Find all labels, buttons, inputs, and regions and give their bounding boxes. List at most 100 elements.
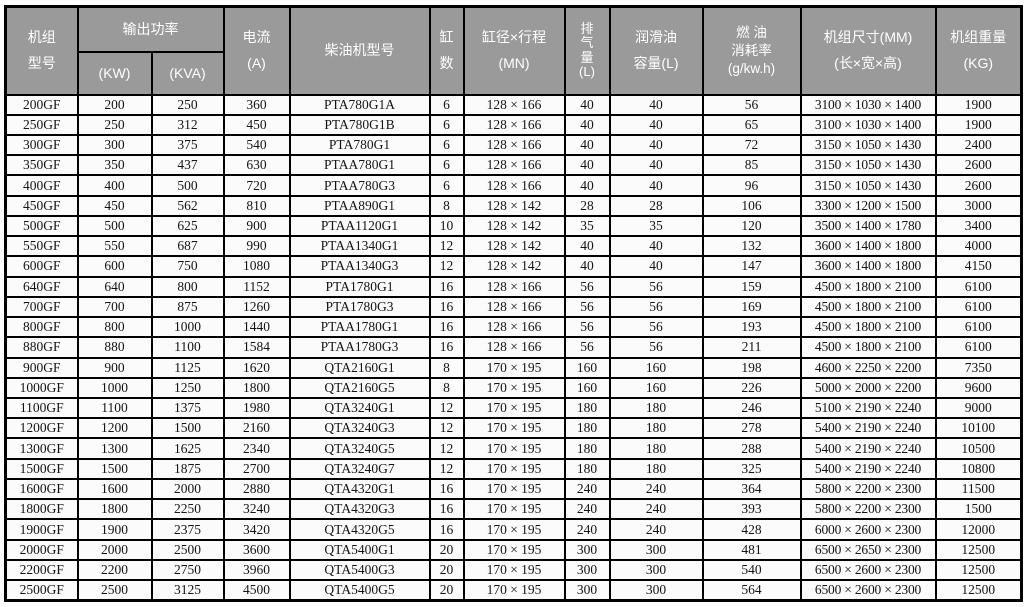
cell-weight: 10800 [934,457,1023,480]
header-dimensions-line1: 机组尺寸(MM) [823,28,913,45]
cell-fuel-rate: 564 [701,579,802,602]
cell-fuel-rate: 246 [701,397,802,420]
cell-power-kw: 350 [76,154,153,177]
cell-fuel-rate: 226 [701,376,802,400]
cell-power-kw: 450 [76,194,153,217]
cell-lube-oil: 180 [608,417,704,440]
header-cylinders-line1: 缸 [439,28,454,45]
header-dimensions: 机组尺寸(MM) (长×宽×高) [799,5,937,96]
cell-power-kw: 600 [76,255,153,278]
cell-weight: 1900 [934,113,1023,136]
cell-power-kw: 300 [76,133,153,157]
cell-dimensions: 5000 × 2000 × 2200 [799,376,937,400]
cell-cylinders: 16 [428,498,465,521]
cell-engine-model: QTA3240G7 [288,457,431,480]
cell-bore-stroke: 170 × 195 [462,538,566,561]
cell-dimensions: 3100 × 1030 × 1400 [799,113,937,136]
cell-current: 1584 [222,336,291,359]
cell-dimensions: 5100 × 2190 × 2240 [799,397,937,420]
cell-bore-stroke: 170 × 195 [462,477,566,501]
cell-lube-oil: 180 [608,457,704,480]
cell-cylinders: 12 [428,235,465,258]
cell-unit-model: 350GF [4,154,79,177]
cell-fuel-rate: 120 [701,214,802,238]
cell-weight: 12500 [934,579,1023,602]
cell-displacement: 40 [563,154,611,177]
table-row: 880GF 880 1100 1584 PTAA1780G3 16 128 × 166 56 5… [4,336,1023,359]
cell-bore-stroke: 128 × 166 [462,133,566,157]
cell-power-kw: 880 [76,336,153,359]
cell-cylinders: 20 [428,538,465,561]
cell-power-kw: 1900 [76,518,153,541]
cell-unit-model: 2200GF [4,558,79,582]
generator-spec-table: 机组 型号 输出功率 电流 (A) 柴油机型号 缸 数 缸径 [4,5,1023,602]
cell-fuel-rate: 198 [701,356,802,379]
cell-current: 450 [222,113,291,136]
cell-engine-model: QTA5400G1 [288,538,431,561]
header-kw: (KW) [76,50,153,96]
cell-weight: 10500 [934,437,1023,460]
cell-weight: 6100 [934,295,1023,319]
header-dimensions-line2: (长×宽×高) [834,54,902,71]
cell-unit-model: 300GF [4,133,79,157]
cell-dimensions: 4500 × 1800 × 2100 [799,275,937,298]
cell-cylinders: 12 [428,437,465,460]
table-row: 800GF 800 1000 1440 PTAA1780G1 16 128 × 166 56 5… [4,316,1023,339]
cell-displacement: 160 [563,376,611,400]
table-row: 900GF 900 1125 1620 QTA2160G1 8 170 × 195 160 16… [4,356,1023,379]
cell-unit-model: 1900GF [4,518,79,541]
cell-dimensions: 4500 × 1800 × 2100 [799,316,937,339]
cell-power-kw: 1000 [76,376,153,400]
cell-current: 2700 [222,457,291,480]
cell-cylinders: 10 [428,214,465,238]
header-cylinders-line2: 数 [439,54,454,71]
cell-dimensions: 3500 × 1400 × 1780 [799,214,937,238]
cell-current: 1620 [222,356,291,379]
cell-fuel-rate: 540 [701,558,802,582]
table-row: 300GF 300 375 540 PTA780G1 6 128 × 166 40 40 72 31… [4,133,1023,157]
cell-fuel-rate: 278 [701,417,802,440]
header-cylinders: 缸 数 [428,5,465,96]
cell-power-kva: 1500 [150,417,225,440]
cell-power-kw: 2000 [76,538,153,561]
cell-power-kva: 2500 [150,538,225,561]
cell-current: 360 [222,93,291,116]
header-unit-model-line1: 机组 [27,28,56,45]
cell-bore-stroke: 170 × 195 [462,498,566,521]
cell-dimensions: 4500 × 1800 × 2100 [799,295,937,319]
header-lube-oil-line1: 润滑油 [635,28,677,45]
cell-power-kva: 750 [150,255,225,278]
cell-engine-model: PTA1780G1 [288,275,431,298]
cell-engine-model: QTA2160G5 [288,376,431,400]
cell-cylinders: 16 [428,477,465,501]
cell-power-kw: 400 [76,174,153,197]
cell-lube-oil: 56 [608,295,704,319]
cell-dimensions: 5800 × 2200 × 2300 [799,477,937,501]
cell-weight: 12500 [934,538,1023,561]
cell-bore-stroke: 128 × 166 [462,113,566,136]
cell-current: 3240 [222,498,291,521]
header-kva: (KVA) [150,50,225,96]
cell-power-kw: 1600 [76,477,153,501]
cell-cylinders: 6 [428,93,465,116]
cell-engine-model: QTA5400G5 [288,579,431,602]
cell-bore-stroke: 128 × 166 [462,295,566,319]
cell-bore-stroke: 128 × 166 [462,275,566,298]
cell-bore-stroke: 170 × 195 [462,397,566,420]
cell-power-kva: 1875 [150,457,225,480]
cell-weight: 6100 [934,316,1023,339]
cell-lube-oil: 240 [608,498,704,521]
cell-fuel-rate: 169 [701,295,802,319]
cell-power-kw: 1800 [76,498,153,521]
cell-fuel-rate: 132 [701,235,802,258]
cell-power-kw: 2200 [76,558,153,582]
cell-bore-stroke: 128 × 166 [462,174,566,197]
cell-fuel-rate: 428 [701,518,802,541]
header-engine-model: 柴油机型号 [288,5,431,96]
cell-fuel-rate: 147 [701,255,802,278]
cell-unit-model: 1800GF [4,498,79,521]
cell-power-kw: 2500 [76,579,153,602]
cell-power-kva: 3125 [150,579,225,602]
cell-weight: 3000 [934,194,1023,217]
cell-lube-oil: 35 [608,214,704,238]
